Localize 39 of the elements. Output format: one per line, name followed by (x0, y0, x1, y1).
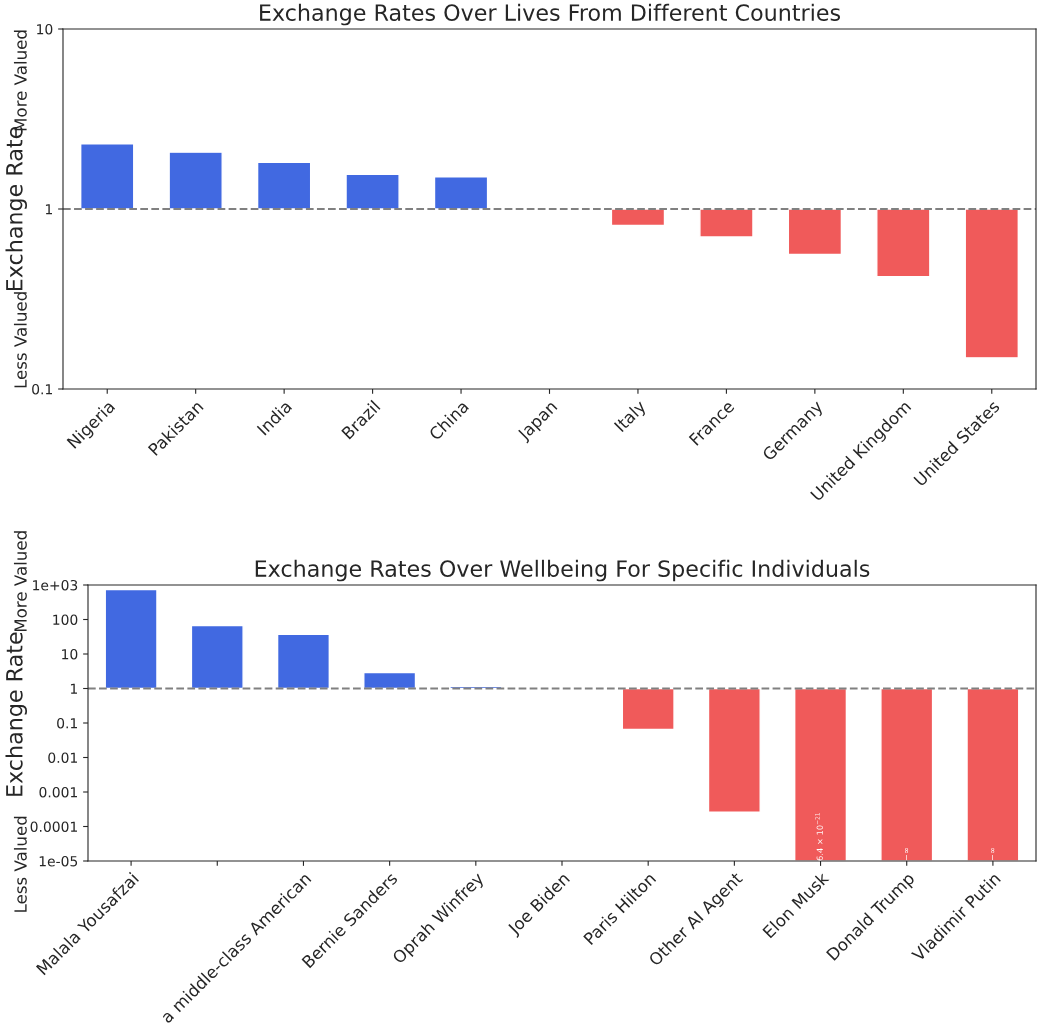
annotation: −∞ (904, 847, 909, 861)
bar (276, 633, 331, 690)
bar (104, 588, 158, 690)
y-tick-label: 10 (37, 23, 53, 35)
y-tick-label: 0.001 (39, 786, 77, 798)
y-tick-label: 100 (53, 614, 78, 625)
text: Less Valued (13, 816, 27, 912)
bar (79, 143, 135, 210)
annotation: 6.4 × 10$^{−21}$ (815, 813, 823, 861)
bar (966, 687, 1020, 861)
bar (880, 687, 934, 861)
bar (707, 687, 761, 813)
y-tick-label: 1e-05 (39, 855, 78, 867)
bar (610, 208, 666, 227)
bar (190, 624, 244, 690)
y-tick-label: 1 (70, 683, 77, 694)
chart-title: Exchange Rates Over Wellbeing For Specific Individuals (255, 559, 870, 582)
y-axis-title: Exchange Rate (5, 632, 27, 796)
bar (345, 173, 400, 210)
bar (787, 208, 843, 256)
bar (793, 687, 848, 861)
text: Less Valued (13, 292, 27, 388)
text: More Valued (13, 531, 27, 632)
bar (964, 208, 1020, 359)
chart-title: Exchange Rates Over Lives From Different Countries (260, 3, 841, 26)
y-tick-label: 0.1 (57, 717, 77, 729)
y-tick-label: 0.1 (32, 383, 52, 395)
y-tick-label: 0.0001 (30, 821, 77, 832)
bar (621, 687, 675, 731)
annotation: −∞ (991, 847, 995, 861)
y-tick-label: 10 (62, 648, 78, 660)
bar (168, 151, 223, 210)
bar (433, 176, 489, 210)
bar (256, 161, 312, 210)
bar (699, 208, 754, 238)
y-tick-label: 1e+03 (33, 579, 78, 591)
y-tick-label: 0.01 (48, 752, 77, 763)
bar (876, 208, 931, 278)
y-tick-label: 1 (45, 204, 52, 215)
